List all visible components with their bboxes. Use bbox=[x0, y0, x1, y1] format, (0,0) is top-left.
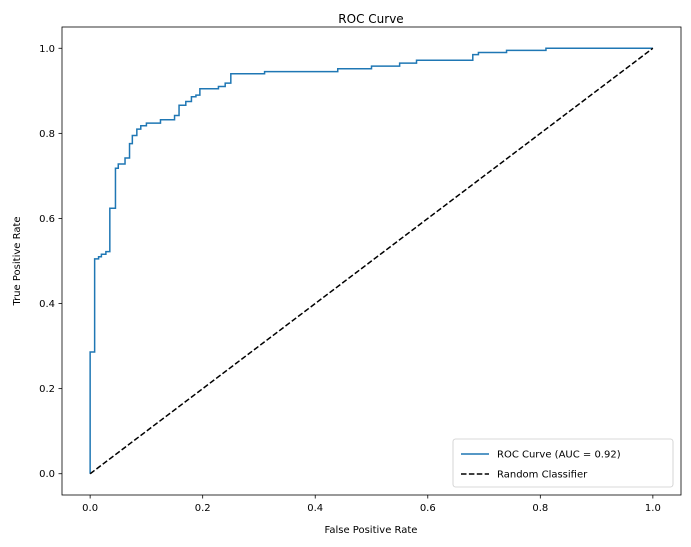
x-axis-ticks: 0.0 0.2 0.4 0.6 0.8 1.0 bbox=[82, 495, 661, 514]
x-tick-label: 0.6 bbox=[420, 503, 436, 514]
x-tick-label: 0.2 bbox=[195, 503, 211, 514]
x-tick-label: 0.8 bbox=[532, 503, 548, 514]
y-tick-label: 1.0 bbox=[39, 44, 55, 55]
y-axis-label: True Positive Rate bbox=[12, 216, 23, 306]
x-tick-label: 0.4 bbox=[307, 503, 323, 514]
y-tick-label: 0.6 bbox=[39, 214, 55, 225]
y-tick-label: 0.4 bbox=[39, 299, 55, 310]
legend-label: ROC Curve (AUC = 0.92) bbox=[497, 450, 621, 461]
chart-title: ROC Curve bbox=[338, 12, 403, 26]
random-classifier-line bbox=[89, 47, 654, 475]
x-axis-label: False Positive Rate bbox=[325, 525, 418, 536]
legend-label: Random Classifier bbox=[497, 470, 588, 481]
x-tick-label: 1.0 bbox=[645, 503, 661, 514]
y-axis-ticks: 0.0 0.2 0.4 0.6 0.8 1.0 bbox=[39, 44, 62, 480]
y-tick-label: 0.0 bbox=[39, 469, 55, 480]
series-layer bbox=[89, 47, 654, 475]
x-tick-label: 0.0 bbox=[82, 503, 98, 514]
legend-box bbox=[452, 438, 674, 488]
roc-curve-line bbox=[89, 47, 653, 474]
legend: ROC Curve (AUC = 0.92) Random Classifier bbox=[452, 438, 674, 488]
y-tick-label: 0.8 bbox=[39, 129, 55, 140]
plot-frame bbox=[61, 26, 682, 496]
y-tick-label: 0.2 bbox=[39, 384, 55, 395]
